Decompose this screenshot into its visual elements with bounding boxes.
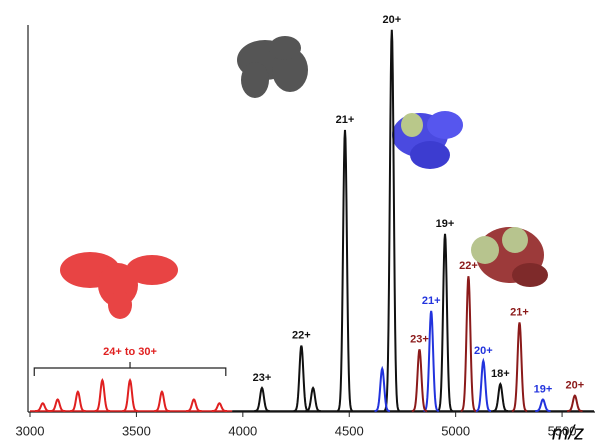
- peak: [383, 29, 400, 412]
- peak-label: 21+: [336, 114, 355, 126]
- gray-protein: [237, 36, 308, 98]
- peak-label: 20+: [474, 345, 493, 357]
- peak-label: 21+: [422, 295, 441, 307]
- peak-label: 20+: [566, 380, 585, 392]
- peak: [475, 357, 492, 412]
- x-axis-label: m/z: [552, 422, 584, 444]
- peak: [374, 365, 390, 412]
- peak-label: 18+: [491, 368, 510, 380]
- peak: [186, 398, 202, 412]
- peak: [254, 386, 270, 412]
- peak-label: 19+: [534, 383, 553, 395]
- peak: [535, 398, 551, 412]
- red-protein: [60, 252, 178, 319]
- peak: [94, 377, 111, 412]
- bracket: [33, 362, 227, 376]
- peak-label: 22+: [292, 329, 311, 341]
- peak-label: 22+: [459, 260, 478, 272]
- annotation: 24+ to 30+: [103, 346, 157, 358]
- peak: [154, 390, 170, 412]
- peak: [411, 349, 428, 412]
- peak: [567, 394, 583, 412]
- peak: [460, 276, 477, 412]
- x-tick-label: 4000: [228, 423, 257, 438]
- peak: [511, 322, 528, 412]
- x-tick-label: 5000: [441, 423, 470, 438]
- peak-label: 23+: [253, 372, 272, 384]
- peak: [35, 402, 51, 412]
- peak-label: 19+: [436, 218, 455, 230]
- peak: [122, 377, 138, 412]
- x-tick-label: 3500: [122, 423, 151, 438]
- blue-protein: [392, 111, 463, 169]
- peak: [293, 345, 310, 412]
- peak-label: 20+: [382, 14, 401, 26]
- maroon-protein: [471, 227, 548, 287]
- x-tick-label: 5500: [548, 423, 577, 438]
- x-tick-label: 4500: [335, 423, 364, 438]
- peak: [337, 129, 353, 412]
- peak: [70, 390, 86, 412]
- peak-label: 21+: [510, 306, 529, 318]
- peak-label: 23+: [410, 333, 429, 345]
- peak: [305, 386, 321, 412]
- peak: [211, 402, 228, 412]
- x-tick-label: 3000: [16, 423, 45, 438]
- peak: [437, 233, 453, 412]
- peak: [492, 382, 509, 412]
- peak: [423, 310, 439, 412]
- peak: [49, 398, 66, 412]
